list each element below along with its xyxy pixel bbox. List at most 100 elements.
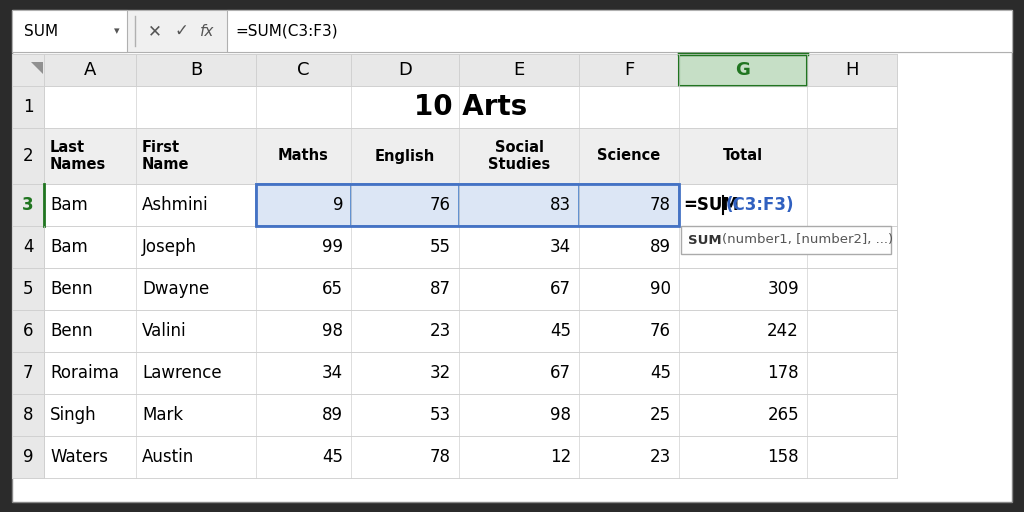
Text: Mark: Mark xyxy=(142,406,183,424)
Text: 87: 87 xyxy=(430,280,451,298)
Text: 158: 158 xyxy=(767,448,799,466)
Text: 12: 12 xyxy=(550,448,571,466)
Bar xyxy=(12,128,897,184)
Bar xyxy=(12,86,44,128)
Bar xyxy=(12,436,44,478)
Bar xyxy=(12,86,897,128)
Bar xyxy=(12,10,127,52)
Bar xyxy=(679,54,807,86)
Text: A: A xyxy=(84,61,96,79)
Bar xyxy=(12,268,44,310)
Text: ✓: ✓ xyxy=(174,22,188,40)
Text: 23: 23 xyxy=(650,448,671,466)
Text: 309: 309 xyxy=(767,280,799,298)
Text: 89: 89 xyxy=(322,406,343,424)
Text: Total: Total xyxy=(723,148,763,163)
Text: Austin: Austin xyxy=(142,448,195,466)
Text: 3: 3 xyxy=(23,196,34,214)
Bar xyxy=(12,54,44,86)
Bar xyxy=(12,226,44,268)
Text: 55: 55 xyxy=(430,238,451,256)
Text: 10 Arts: 10 Arts xyxy=(414,93,527,121)
Text: SUM: SUM xyxy=(688,233,722,246)
Text: First
Name: First Name xyxy=(142,140,189,172)
Polygon shape xyxy=(31,62,43,74)
Bar xyxy=(351,184,459,226)
Text: 6: 6 xyxy=(23,322,33,340)
Bar xyxy=(256,184,351,226)
Bar xyxy=(12,394,897,436)
Bar xyxy=(12,352,897,394)
Bar xyxy=(256,54,351,86)
Bar xyxy=(256,184,679,226)
Text: Ashmini: Ashmini xyxy=(142,196,209,214)
Text: 83: 83 xyxy=(550,196,571,214)
Text: Maths: Maths xyxy=(279,148,329,163)
Text: 23: 23 xyxy=(430,322,451,340)
Text: 34: 34 xyxy=(550,238,571,256)
Bar xyxy=(12,310,44,352)
Bar xyxy=(12,54,897,86)
Text: 34: 34 xyxy=(322,364,343,382)
Text: 78: 78 xyxy=(430,448,451,466)
Text: SUM: SUM xyxy=(24,24,58,38)
Text: E: E xyxy=(513,61,524,79)
Text: C: C xyxy=(297,61,309,79)
Text: Bam: Bam xyxy=(50,196,88,214)
Bar xyxy=(44,128,897,184)
Text: 1: 1 xyxy=(23,98,34,116)
Bar xyxy=(807,54,897,86)
Text: F: F xyxy=(624,61,634,79)
Text: Bam: Bam xyxy=(50,238,88,256)
Bar xyxy=(12,10,1012,52)
Bar xyxy=(12,310,897,352)
Text: 78: 78 xyxy=(650,196,671,214)
Bar xyxy=(227,10,1012,52)
Text: Last
Names: Last Names xyxy=(50,140,106,172)
Bar xyxy=(12,352,44,394)
Text: fx: fx xyxy=(200,24,214,38)
Text: 242: 242 xyxy=(767,322,799,340)
Bar xyxy=(459,54,579,86)
Bar xyxy=(12,128,44,184)
Text: English: English xyxy=(375,148,435,163)
Text: 99: 99 xyxy=(322,238,343,256)
Bar xyxy=(579,54,679,86)
Bar xyxy=(12,226,897,268)
Text: 98: 98 xyxy=(322,322,343,340)
Text: 45: 45 xyxy=(322,448,343,466)
Text: 4: 4 xyxy=(23,238,33,256)
Text: 65: 65 xyxy=(322,280,343,298)
Text: 90: 90 xyxy=(650,280,671,298)
Text: 76: 76 xyxy=(430,196,451,214)
Text: Roraima: Roraima xyxy=(50,364,119,382)
Text: 265: 265 xyxy=(767,406,799,424)
Bar xyxy=(681,226,891,254)
Text: 76: 76 xyxy=(650,322,671,340)
Text: Benn: Benn xyxy=(50,322,92,340)
Text: 9: 9 xyxy=(23,448,33,466)
Bar xyxy=(351,54,459,86)
Text: 178: 178 xyxy=(767,364,799,382)
Text: 53: 53 xyxy=(430,406,451,424)
Text: Dwayne: Dwayne xyxy=(142,280,209,298)
Text: 67: 67 xyxy=(550,364,571,382)
Text: 25: 25 xyxy=(650,406,671,424)
Text: ▾: ▾ xyxy=(115,26,120,36)
Text: 2: 2 xyxy=(23,147,34,165)
Text: (number1, [number2], ...): (number1, [number2], ...) xyxy=(722,233,893,246)
Text: (C3:F3): (C3:F3) xyxy=(726,196,795,214)
Text: Social
Studies: Social Studies xyxy=(487,140,550,172)
Text: =SUM(C3:F3): =SUM(C3:F3) xyxy=(234,24,338,38)
Text: 98: 98 xyxy=(550,406,571,424)
Text: =SUM: =SUM xyxy=(683,196,739,214)
Text: 45: 45 xyxy=(650,364,671,382)
Text: Science: Science xyxy=(597,148,660,163)
Text: 5: 5 xyxy=(23,280,33,298)
Bar xyxy=(12,394,44,436)
Bar xyxy=(12,184,44,226)
Bar xyxy=(12,184,897,226)
Text: 7: 7 xyxy=(23,364,33,382)
Text: Valini: Valini xyxy=(142,322,186,340)
Bar xyxy=(136,54,256,86)
